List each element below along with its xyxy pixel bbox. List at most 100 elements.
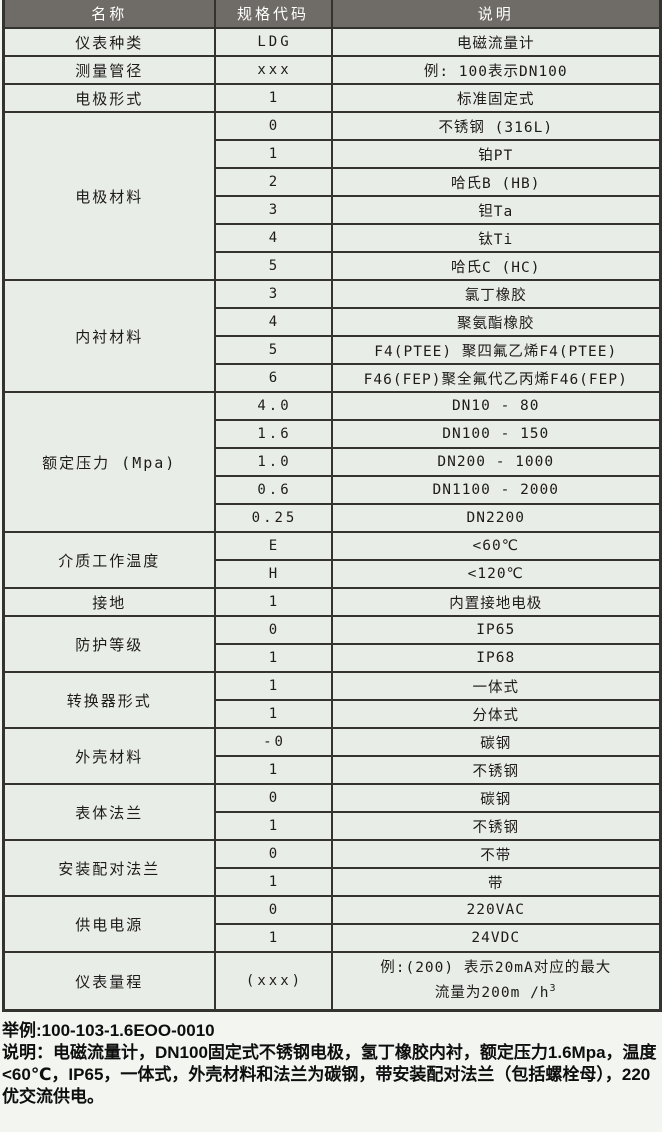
spec-desc-cell: 例:(200) 表示20mA对应的最大流量为200m /h3	[330, 951, 662, 1012]
spec-desc-cell: 标准固定式	[330, 83, 662, 113]
spec-desc-cell: F4(PTEE) 聚四氟乙烯F4(PTEE)	[330, 335, 662, 365]
spec-table-body: 仪表种类 LDG 电磁流量计 测量管径 xxx 例: 100表示DN100 电极形式 1 标准固…	[2, 27, 662, 1012]
spec-code-cell: 1.6	[213, 419, 333, 449]
spec-desc-cell: <120℃	[330, 559, 662, 589]
table-row: 供电电源 0 220VAC	[2, 895, 662, 953]
spec-name-cell: 仪表量程	[2, 951, 216, 1012]
spec-code-cell: 0.6	[213, 475, 333, 505]
spec-desc-cell: DN10 - 80	[330, 391, 662, 421]
table-row: 内衬材料 3 氯丁橡胶	[2, 279, 662, 393]
table-row: 1 不锈钢	[4, 811, 662, 841]
spec-desc-cell: 氯丁橡胶	[330, 279, 662, 309]
example-code-line: 举例:100-103-1.6EOO-0010	[2, 1021, 215, 1040]
spec-name-cell: 供电电源	[2, 895, 216, 953]
spec-desc-cell: DN100 - 150	[330, 419, 662, 449]
spec-desc-cell: 带	[330, 867, 662, 897]
spec-code-cell: -0	[213, 727, 333, 757]
spec-code-cell: LDG	[213, 27, 333, 57]
header-code: 规格代码	[213, 0, 333, 29]
table-row: 1 IP68	[4, 643, 662, 673]
spec-code-cell: xxx	[213, 55, 333, 85]
footer-notes: 举例:100-103-1.6EOO-0010 说明：电磁流量计，DN100固定式…	[0, 1012, 662, 1108]
spec-desc-cell: 例: 100表示DN100	[330, 55, 662, 85]
table-row: 3 钽Ta	[4, 195, 662, 225]
range-desc-line1: 例:(200) 表示20mA对应的最大	[380, 960, 612, 976]
spec-code-cell: 1	[213, 811, 333, 841]
spec-code-cell: 1	[213, 699, 333, 729]
spec-code-cell: 1	[213, 755, 333, 785]
table-row: 转换器形式 1 一体式	[2, 671, 662, 729]
spec-code-cell: 6	[213, 363, 333, 393]
spec-name-cell: 表体法兰	[2, 783, 216, 841]
range-desc-line2: 流量为200m /h3	[335, 981, 658, 1006]
table-row: 1 分体式	[4, 699, 662, 729]
table-row: 5 哈氏C (HC)	[4, 251, 662, 281]
table-row: 外壳材料 -0 碳钢	[2, 727, 662, 785]
spec-desc-cell: 220VAC	[330, 895, 662, 925]
spec-code-cell: 0	[213, 783, 333, 813]
table-row: 电极材料 0 不锈钢 (316L)	[2, 111, 662, 281]
spec-table: 名称 规格代码 说明 仪表种类 LDG 电磁流量计 测量管径 xxx 例: 100表示DN…	[2, 0, 662, 1012]
spec-name-cell: 介质工作温度	[2, 531, 216, 589]
spec-desc-cell: 铂PT	[330, 139, 662, 169]
spec-desc-cell: 不锈钢 (316L)	[330, 111, 662, 141]
spec-name-cell: 接地	[2, 587, 216, 617]
spec-name-cell: 仪表种类	[2, 27, 216, 57]
spec-desc-cell: 不带	[330, 839, 662, 869]
table-row: 2 哈氏B (HB)	[4, 167, 662, 197]
range-desc-line2-text: 流量为200m /h	[434, 985, 550, 1001]
spec-code-cell: 1.0	[213, 447, 333, 477]
spec-name-cell: 安装配对法兰	[2, 839, 216, 897]
spec-code-cell: 4.0	[213, 391, 333, 421]
table-row: 0.6 DN1100 - 2000	[4, 475, 662, 505]
table-row: 5 F4(PTEE) 聚四氟乙烯F4(PTEE)	[4, 335, 662, 365]
spec-code-cell: E	[213, 531, 333, 561]
table-row: 测量管径 xxx 例: 100表示DN100	[2, 55, 662, 85]
spec-desc-cell: 24VDC	[330, 923, 662, 953]
spec-name-cell: 防护等级	[2, 615, 216, 673]
spec-code-cell: 1	[213, 587, 333, 617]
spec-code-cell: 0	[213, 895, 333, 925]
table-row: 1 不锈钢	[4, 755, 662, 785]
spec-desc-cell: 不锈钢	[330, 811, 662, 841]
spec-code-cell: 0	[213, 615, 333, 645]
spec-desc-cell: 一体式	[330, 671, 662, 701]
table-row: 1 铂PT	[4, 139, 662, 169]
header-name: 名称	[2, 0, 216, 29]
spec-name-cell: 转换器形式	[2, 671, 216, 729]
spec-code-cell: 4	[213, 223, 333, 253]
spec-desc-cell: DN200 - 1000	[330, 447, 662, 477]
spec-code-cell: 1	[213, 923, 333, 953]
spec-name-cell: 电极形式	[2, 83, 216, 113]
table-row: 额定压力 (Mpa) 4.0 DN10 - 80	[2, 391, 662, 533]
spec-code-cell: 0	[213, 111, 333, 141]
spec-code-cell: H	[213, 559, 333, 589]
spec-code-cell: 4	[213, 307, 333, 337]
spec-desc-cell: 内置接地电极	[330, 587, 662, 617]
header-desc: 说明	[330, 0, 662, 29]
table-row: 安装配对法兰 0 不带	[2, 839, 662, 897]
table-row: 1 24VDC	[4, 923, 662, 953]
spec-desc-cell: 聚氨酯橡胶	[330, 307, 662, 337]
spec-desc-cell: IP65	[330, 615, 662, 645]
table-row: 防护等级 0 IP65	[2, 615, 662, 673]
spec-desc-cell: DN2200	[330, 503, 662, 533]
spec-code-cell: 5	[213, 335, 333, 365]
spec-desc-cell: IP68	[330, 643, 662, 673]
spec-desc-cell: DN1100 - 2000	[330, 475, 662, 505]
spec-desc-cell: 钽Ta	[330, 195, 662, 225]
spec-name-cell: 额定压力 (Mpa)	[2, 391, 216, 533]
spec-code-cell: 2	[213, 167, 333, 197]
table-row: 0.25 DN2200	[4, 503, 662, 533]
spec-code-cell: 0.25	[213, 503, 333, 533]
note-line: 说明：电磁流量计，DN100固定式不锈钢电极，氢丁橡胶内衬，额定压力1.6Mpa…	[2, 1043, 657, 1106]
spec-desc-cell: 碳钢	[330, 727, 662, 757]
spec-code-cell: 1	[213, 671, 333, 701]
spec-desc-cell: 碳钢	[330, 783, 662, 813]
spec-code-cell: 1	[213, 867, 333, 897]
spec-desc-cell: 分体式	[330, 699, 662, 729]
spec-code-cell: 1	[213, 643, 333, 673]
spec-code-cell: 5	[213, 251, 333, 281]
